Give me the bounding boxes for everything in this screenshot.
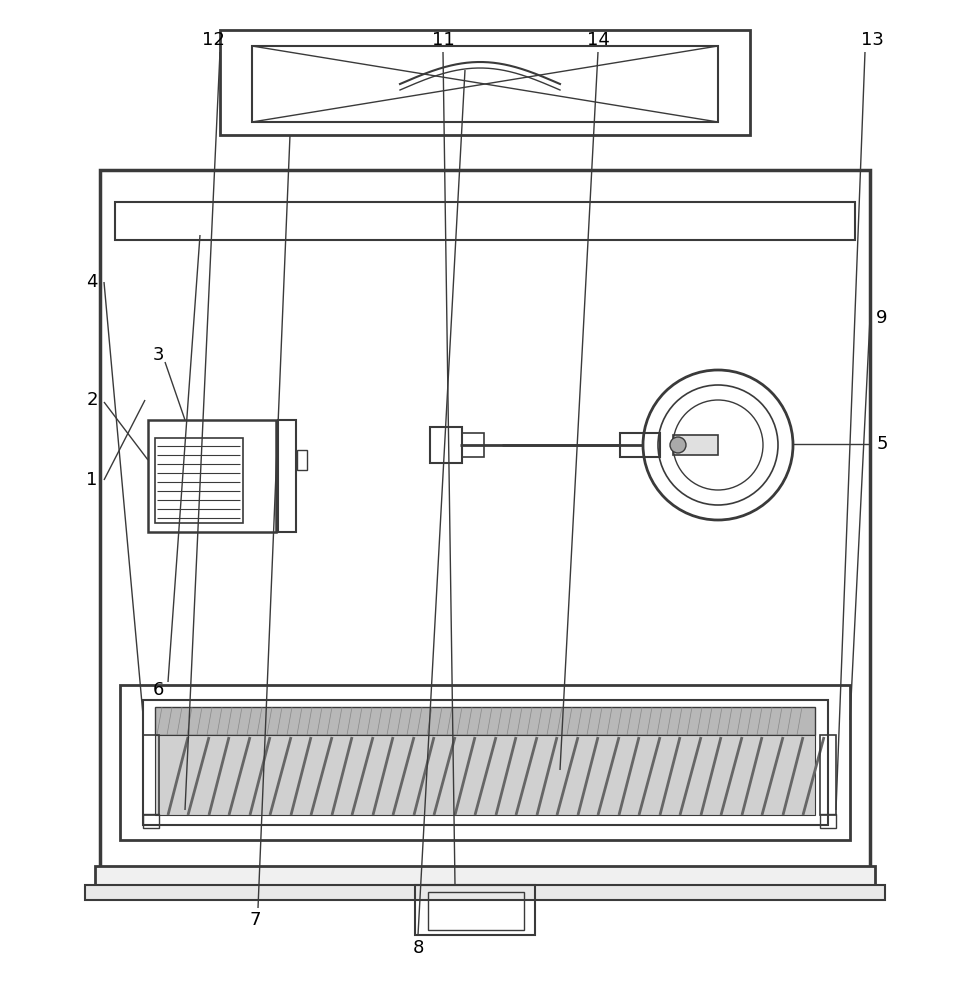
Bar	[120, 685, 849, 840]
Text: 2: 2	[86, 391, 98, 409]
Bar	[427, 892, 523, 930]
Bar	[142, 700, 828, 825]
Text: 13: 13	[860, 31, 883, 49]
Text: 5: 5	[875, 435, 887, 453]
Bar	[415, 885, 535, 935]
Bar	[429, 427, 461, 463]
Bar	[142, 735, 159, 815]
Text: 1: 1	[86, 471, 98, 489]
Text: 6: 6	[152, 681, 164, 699]
Circle shape	[670, 437, 685, 453]
Text: 7: 7	[249, 911, 261, 929]
Bar	[220, 30, 749, 135]
Bar	[461, 433, 484, 457]
Text: 3: 3	[152, 346, 164, 364]
Bar	[115, 202, 854, 240]
Text: 14: 14	[586, 31, 609, 49]
Bar	[672, 435, 717, 455]
Text: 9: 9	[875, 309, 887, 327]
Bar	[148, 420, 276, 532]
Bar	[297, 450, 306, 470]
Bar	[142, 814, 159, 828]
Bar	[819, 735, 835, 815]
Bar	[819, 814, 835, 828]
Bar	[100, 170, 869, 870]
Bar	[155, 438, 243, 523]
Bar	[85, 885, 884, 900]
Text: 4: 4	[86, 273, 98, 291]
Bar	[619, 433, 659, 457]
Bar	[95, 866, 874, 888]
Bar	[155, 707, 814, 735]
Text: 11: 11	[431, 31, 453, 49]
Bar	[278, 420, 296, 532]
Text: 12: 12	[202, 31, 224, 49]
Text: 8: 8	[412, 939, 423, 957]
Bar	[252, 46, 717, 122]
Bar	[155, 735, 814, 815]
